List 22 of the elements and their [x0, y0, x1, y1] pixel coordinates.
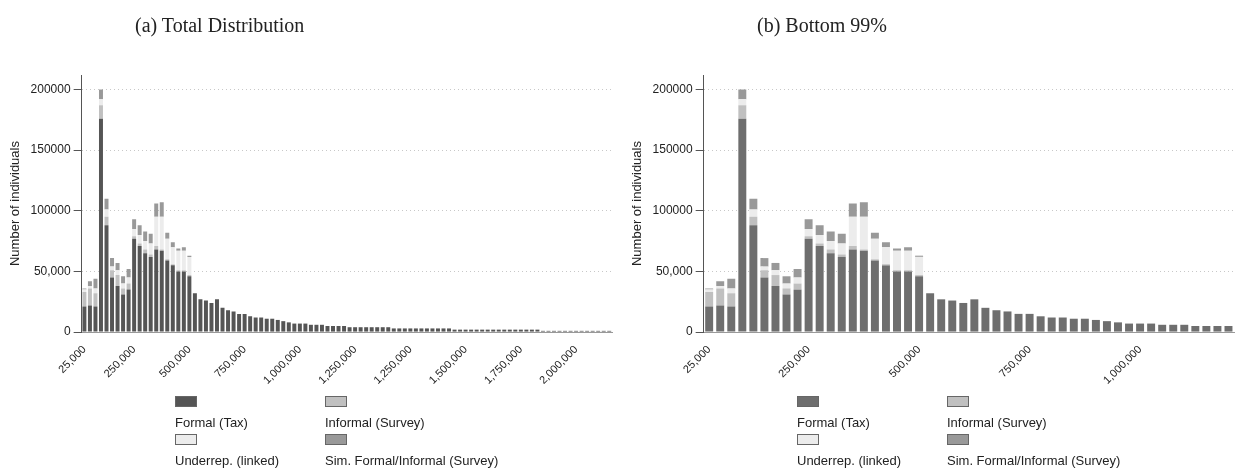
y-axis-title: Number of individuals: [7, 140, 23, 267]
y-tick-label: 50,000: [33, 263, 71, 278]
legend-label: Formal (Tax): [175, 415, 249, 430]
y-tick-label: 150000: [652, 142, 693, 157]
y-tick-label: 150000: [30, 142, 71, 157]
legend-label: Informal (Survey): [325, 415, 426, 430]
legend-label: Underrep. (linked): [175, 453, 281, 468]
y-tick-label: 100000: [652, 203, 693, 218]
chart-title: (b) Bottom 99%: [756, 13, 888, 39]
chart-title: (a) Total Distribution: [134, 13, 306, 39]
legend-label: Informal (Survey): [947, 415, 1048, 430]
y-tick-label: 0: [63, 324, 71, 339]
y-tick-label: 0: [685, 324, 693, 339]
legend-label: Sim. Formal/Informal (Survey): [947, 453, 1122, 468]
y-tick-label: 50,000: [655, 263, 693, 278]
legend-label: Formal (Tax): [797, 415, 871, 430]
y-tick-label: 100000: [30, 203, 71, 218]
y-tick-label: 200000: [652, 81, 693, 96]
legend-label: Underrep. (linked): [797, 453, 903, 468]
y-tick-label: 200000: [30, 81, 71, 96]
legend-label: Sim. Formal/Informal (Survey): [325, 453, 500, 468]
y-axis-title: Number of individuals: [629, 140, 645, 267]
